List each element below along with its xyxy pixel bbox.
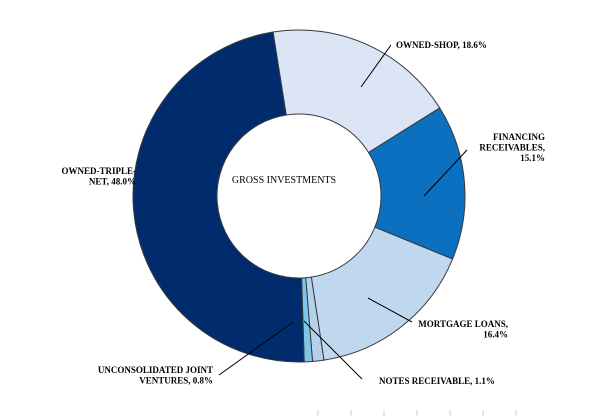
slice-labels-layer: OWNED-SHOP, 18.6% FINANCING RECEIVABLES, 15… <box>61 40 545 386</box>
leader-line <box>218 321 294 376</box>
slice-label-line: 15.1% <box>520 153 545 163</box>
slice-label: NOTES RECEIVABLE, 1.1% <box>379 376 495 386</box>
slice-label-line: NOTES RECEIVABLE, 1.1% <box>379 376 495 386</box>
slice-label-line: VENTURES, 0.8% <box>139 376 213 386</box>
leader-line <box>303 320 363 380</box>
baseline-ticks <box>317 410 517 416</box>
slices-layer <box>132 29 466 363</box>
slice-label-line: RECEIVABLES, <box>479 143 545 153</box>
slice-label-line: OWNED-SHOP, 18.6% <box>396 40 487 50</box>
slice-label: FINANCING RECEIVABLES, 15.1% <box>479 132 545 163</box>
slice-label-line: FINANCING <box>493 132 545 142</box>
center-label: GROSS INVESTMENTS <box>232 175 336 186</box>
leader-line <box>423 149 468 197</box>
leader-line <box>360 44 392 88</box>
slice-label-line: OWNED-TRIPLE- <box>61 166 136 176</box>
leader-lines-layer <box>218 44 468 380</box>
slice-label: OWNED-SHOP, 18.6% <box>396 40 487 50</box>
slice-label-line: 16.4% <box>483 330 508 340</box>
slice-owned-triple-net <box>132 31 305 363</box>
slice-label: MORTGAGE LOANS, 16.4% <box>418 319 508 340</box>
slice-label-line: UNCONSOLIDATED JOINT <box>98 365 213 375</box>
leader-line <box>367 297 413 323</box>
slice-label-line: MORTGAGE LOANS, <box>418 319 508 329</box>
slice-label: UNCONSOLIDATED JOINT VENTURES, 0.8% <box>98 365 213 386</box>
slice-owned-shop <box>272 29 441 154</box>
slice-label: OWNED-TRIPLE-NET, 48.0% <box>61 166 136 187</box>
slice-label-line: NET, 48.0% <box>89 177 136 187</box>
